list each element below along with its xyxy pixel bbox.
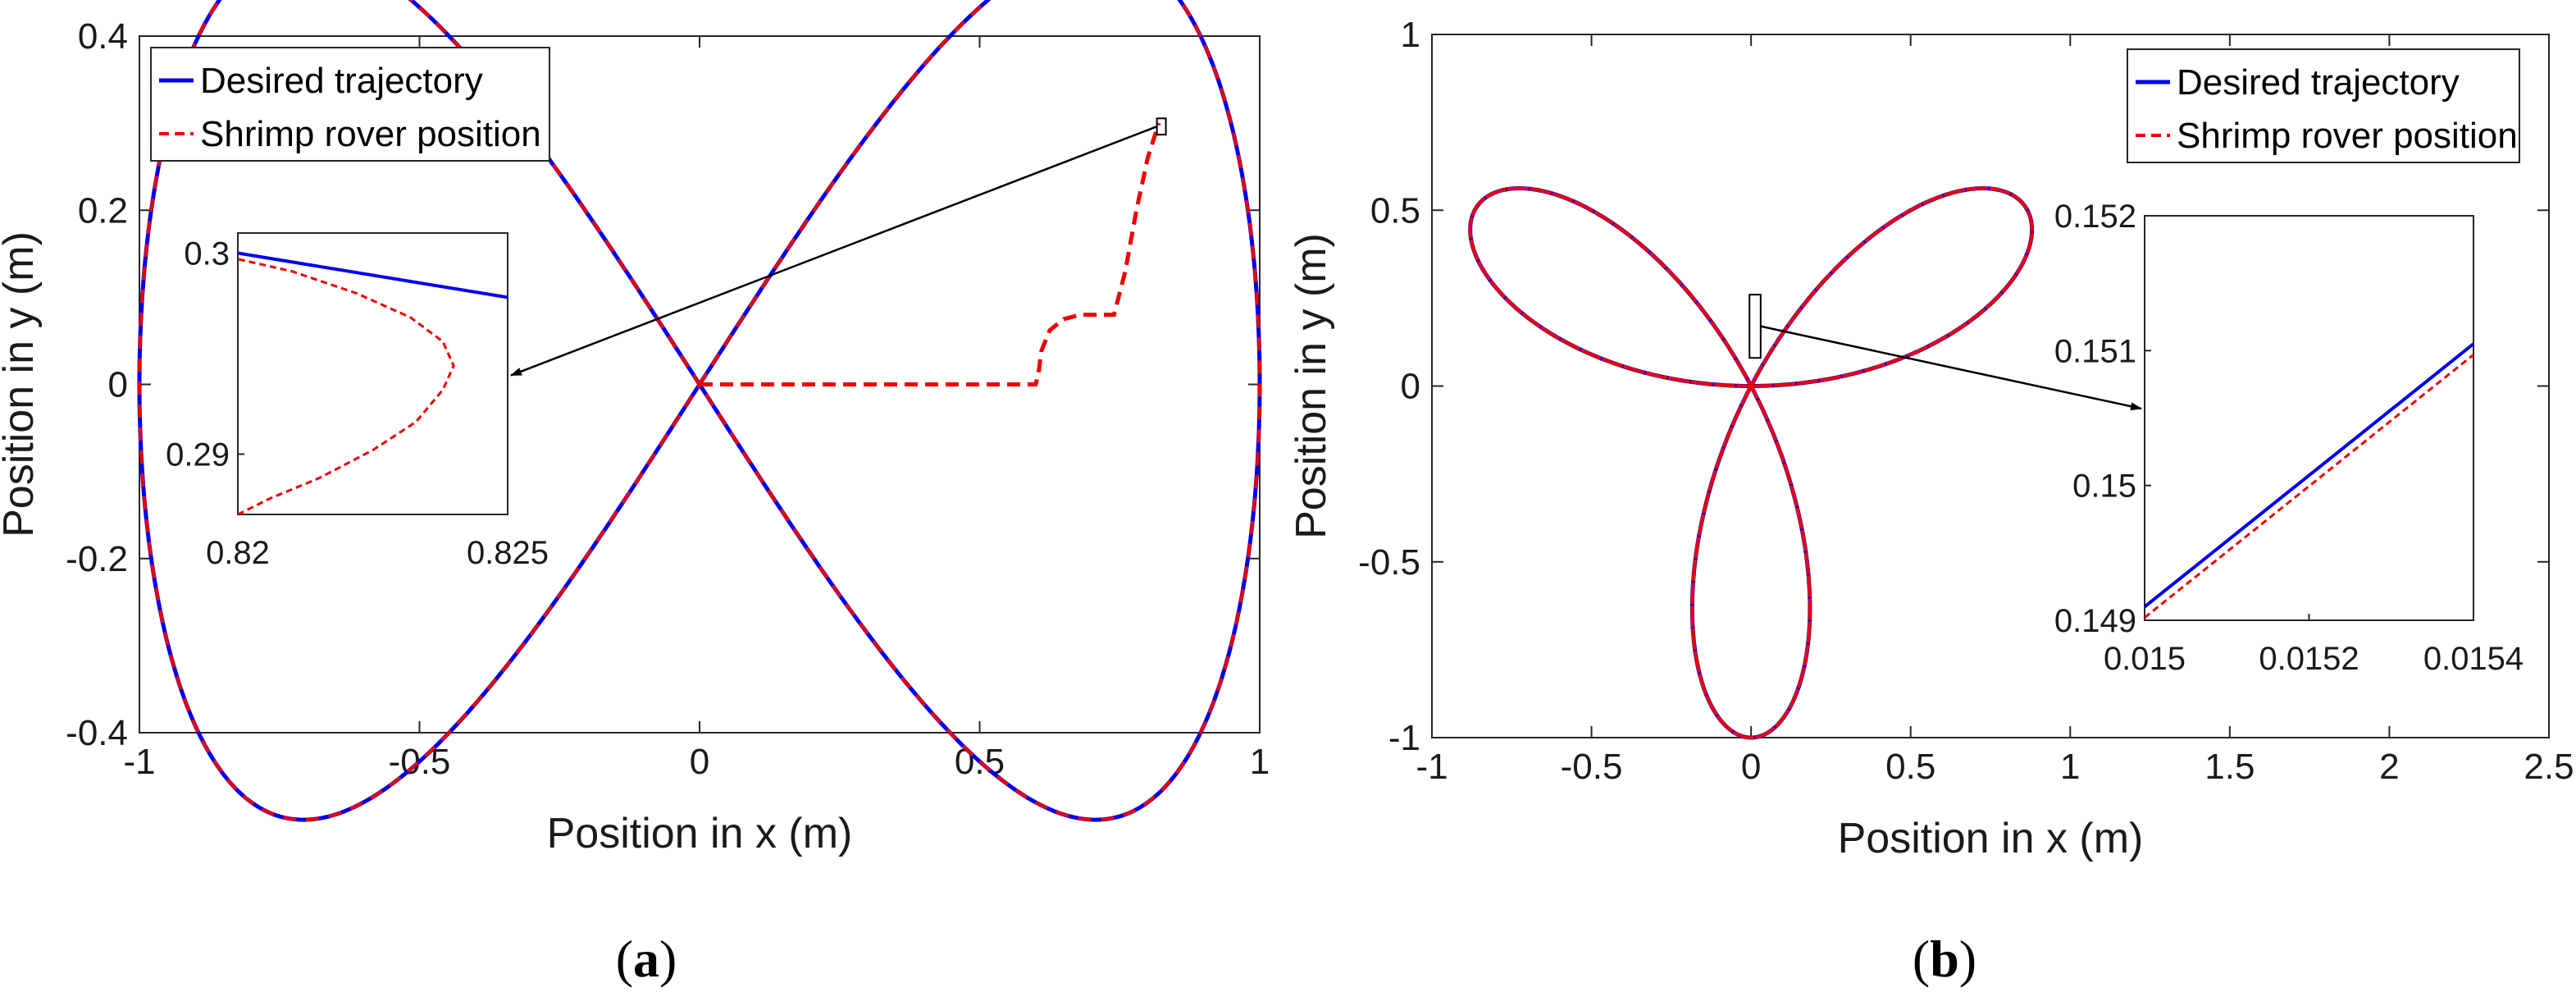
- subfigure-caption: (a): [616, 930, 677, 988]
- inset-frame: [2144, 215, 2474, 621]
- x-tick-label: 0: [690, 742, 709, 782]
- inset-x-tick-label: 0.015: [2104, 641, 2186, 677]
- x-tick-label: 0: [1741, 747, 1761, 787]
- x-tick-label: 2.5: [2524, 747, 2574, 787]
- caption-open-paren: (: [1913, 930, 1930, 988]
- x-tick-label: -0.5: [1561, 747, 1623, 787]
- x-tick-label: -1: [1416, 747, 1448, 787]
- inset-y-tick-label: 0.29: [166, 437, 230, 473]
- x-tick-label: 1.5: [2204, 747, 2255, 787]
- y-tick-label: 1: [1401, 15, 1420, 55]
- y-tick-label: 0.5: [1370, 190, 1420, 231]
- inset-y-tick-label: 0.149: [2054, 603, 2136, 639]
- y-tick-label: -0.5: [1358, 542, 1420, 583]
- zoom-region-box: [1156, 117, 1167, 136]
- y-tick-label: 0: [108, 365, 128, 405]
- inset-x-tick-label: 0.825: [467, 535, 549, 571]
- series-rover-position: [1468, 186, 2034, 739]
- subfigure-caption: (b): [1913, 930, 1976, 988]
- inset-y-tick-label: 0.15: [2072, 469, 2136, 505]
- x-tick-label: 1: [1250, 742, 1270, 782]
- caption-close-paren: ): [659, 930, 677, 988]
- inset-y-tick-label: 0.151: [2054, 333, 2136, 369]
- series-rover-position: [138, 0, 1261, 822]
- inset-x-tick-label: 0.0154: [2423, 641, 2524, 677]
- series-rover-approach: [700, 122, 1161, 386]
- inset-rover-line: [2145, 354, 2473, 619]
- x-tick-label: 0.5: [1885, 747, 1935, 787]
- legend-label-rover: Shrimp rover position: [2177, 116, 2518, 156]
- inset-desired-line: [2145, 342, 2473, 609]
- legend-box: [150, 47, 550, 162]
- caption-close-paren: ): [1959, 930, 1976, 988]
- y-tick-label: 0.2: [78, 190, 128, 231]
- x-tick-label: -1: [123, 742, 155, 782]
- x-tick-label: 2: [2379, 747, 2399, 787]
- inset-frame: [237, 232, 508, 515]
- inset-plot-group: [2145, 342, 2473, 619]
- y-tick-label: -0.2: [66, 539, 128, 579]
- y-tick-label: 0.4: [78, 16, 128, 57]
- legend-label-rover: Shrimp rover position: [200, 114, 541, 154]
- y-tick-label: -1: [1388, 718, 1420, 758]
- legend-box: [2127, 48, 2520, 163]
- y-axis-label: Position in y (m): [0, 231, 43, 537]
- x-tick-label: 1: [2060, 747, 2080, 787]
- x-axis-label: Position in x (m): [547, 810, 853, 857]
- inset-x-tick-label: 0.0152: [2259, 641, 2359, 677]
- zoom-arrow: [510, 126, 1158, 377]
- inset-y-tick-label: 0.3: [184, 236, 230, 272]
- inset-plot-group: [238, 251, 508, 514]
- x-axis-label: Position in x (m): [1838, 815, 2144, 862]
- y-axis-label: Position in y (m): [1288, 233, 1335, 539]
- caption-letter: b: [1930, 930, 1959, 988]
- inset-x-tick-label: 0.82: [206, 535, 270, 571]
- series-desired-trajectory: [1468, 186, 2035, 740]
- y-tick-label: 0: [1401, 367, 1420, 407]
- zoom-region-box: [1748, 294, 1762, 359]
- panel-b: -1 -0.5 0 0.5 1 1.5 2 2.5 -1 -0.5 0 0.5 1 Position in…: [1288, 15, 2574, 988]
- legend-label-desired: Desired trajectory: [2177, 62, 2460, 103]
- inset-rover-line: [238, 258, 455, 514]
- legend-label-desired: Desired trajectory: [200, 61, 483, 101]
- caption-open-paren: (: [616, 930, 633, 988]
- inset-y-tick-label: 0.152: [2054, 199, 2136, 235]
- caption-letter: a: [633, 930, 659, 988]
- inset-desired-line: [238, 251, 508, 299]
- zoom-arrow: [1760, 325, 2142, 411]
- y-tick-label: -0.4: [66, 713, 128, 753]
